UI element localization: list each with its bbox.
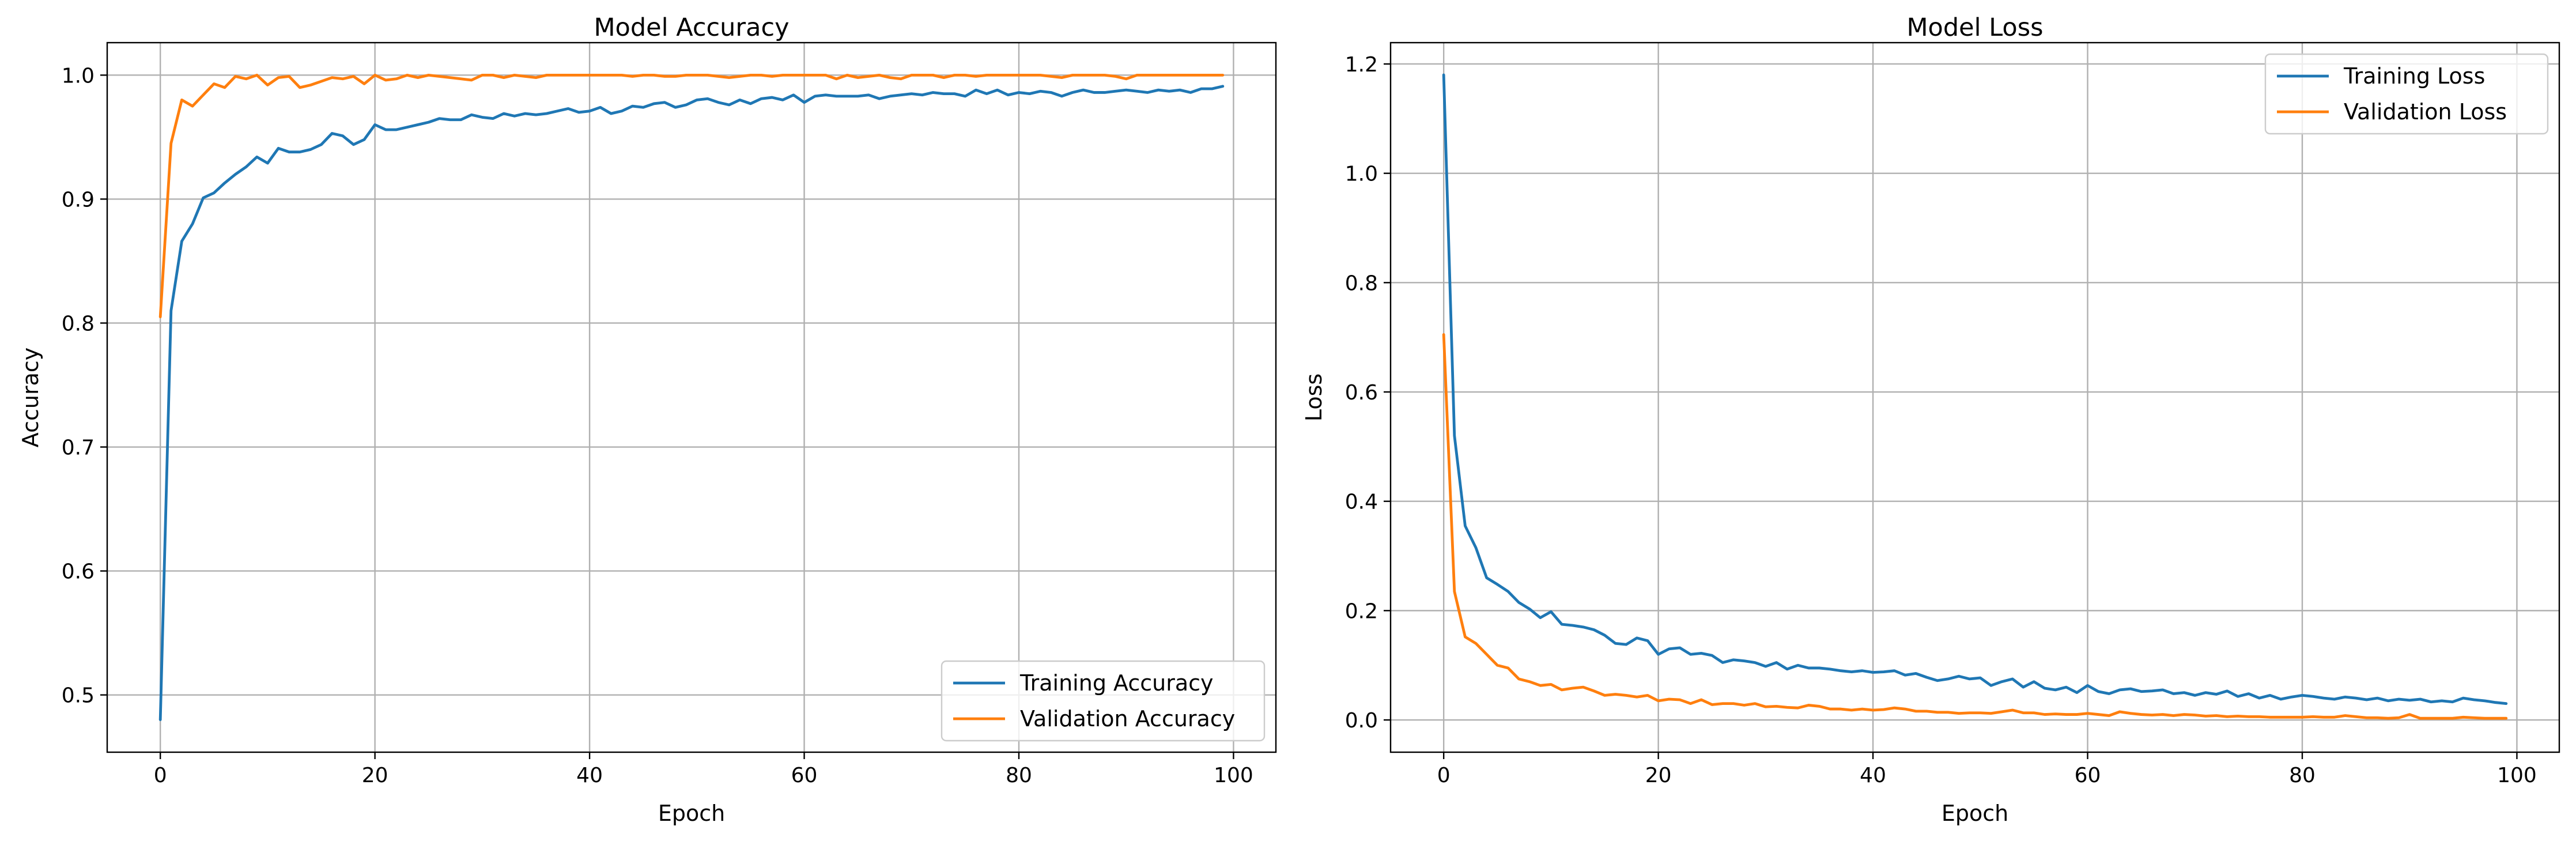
x-tick-label: 80 xyxy=(1006,764,1032,787)
x-tick-label: 40 xyxy=(576,764,603,787)
y-tick-label: 0.6 xyxy=(1345,381,1378,405)
legend-label-1: Training Loss xyxy=(2343,63,2485,89)
legend-label-2: Validation Loss xyxy=(2344,99,2507,125)
x-axis-label: Epoch xyxy=(658,801,725,826)
y-tick-label: 0.0 xyxy=(1345,709,1378,733)
y-tick-label: 1.0 xyxy=(1345,163,1378,186)
legend-label-2: Validation Accuracy xyxy=(1020,706,1235,731)
chart-panel-2: 0 20 40 60 80 100 0.0 0.2 0.4 0.6 0.8 1.0 1.2 Model L… xyxy=(1301,13,2560,826)
y-tick-label: 1.0 xyxy=(62,64,95,88)
x-tick-label: 0 xyxy=(154,764,167,787)
legend-label-1: Training Accuracy xyxy=(1019,670,1214,696)
y-tick-label: 0.6 xyxy=(62,560,95,584)
y-tick-label: 1.2 xyxy=(1345,53,1378,77)
x-tick-label: 40 xyxy=(1860,764,1886,787)
y-axis-label: Loss xyxy=(1301,374,1327,421)
axes-frame xyxy=(106,42,1277,753)
series-line-1 xyxy=(158,85,1225,722)
legend: Training Accuracy Validation Accuracy xyxy=(940,660,1266,742)
x-tick-label: 20 xyxy=(362,764,388,787)
chart-title: Model Loss xyxy=(1906,13,2043,42)
x-axis-label: Epoch xyxy=(1942,801,2008,826)
series-line-2 xyxy=(1442,333,2508,720)
x-tick-label: 100 xyxy=(1214,764,1253,787)
y-tick-label: 0.8 xyxy=(62,312,95,335)
axes-frame xyxy=(1389,42,2560,753)
y-tick-label: 0.7 xyxy=(62,436,95,460)
legend-box xyxy=(2264,53,2549,135)
x-tick-label: 80 xyxy=(2289,764,2316,787)
chart-panel-1: 0 20 40 60 80 100 0.5 0.6 0.7 0.8 0.9 1.0 Model Accu… xyxy=(18,13,1277,826)
chart-title: Model Accuracy xyxy=(594,13,789,42)
x-tick-label: 60 xyxy=(2075,764,2101,787)
series-line-1 xyxy=(1442,73,2508,705)
y-tick-label: 0.9 xyxy=(62,188,95,212)
y-tick-label: 0.2 xyxy=(1345,599,1378,623)
series-line-2 xyxy=(158,73,1225,319)
x-tick-label: 100 xyxy=(2497,764,2537,787)
legend: Training Loss Validation Loss xyxy=(2264,53,2549,135)
x-tick-label: 0 xyxy=(1437,764,1451,787)
y-axis-label: Accuracy xyxy=(18,348,43,448)
y-tick-label: 0.4 xyxy=(1345,491,1378,514)
x-tick-label: 60 xyxy=(791,764,818,787)
y-tick-label: 0.8 xyxy=(1345,271,1378,295)
x-tick-label: 20 xyxy=(1645,764,1672,787)
y-tick-label: 0.5 xyxy=(62,684,95,708)
legend-box xyxy=(940,660,1266,742)
